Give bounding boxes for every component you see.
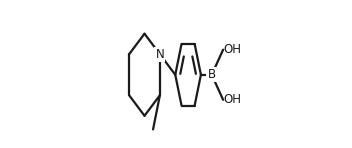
- Text: B: B: [208, 68, 216, 81]
- Text: OH: OH: [224, 93, 242, 106]
- Text: N: N: [156, 48, 164, 61]
- Text: OH: OH: [224, 43, 242, 56]
